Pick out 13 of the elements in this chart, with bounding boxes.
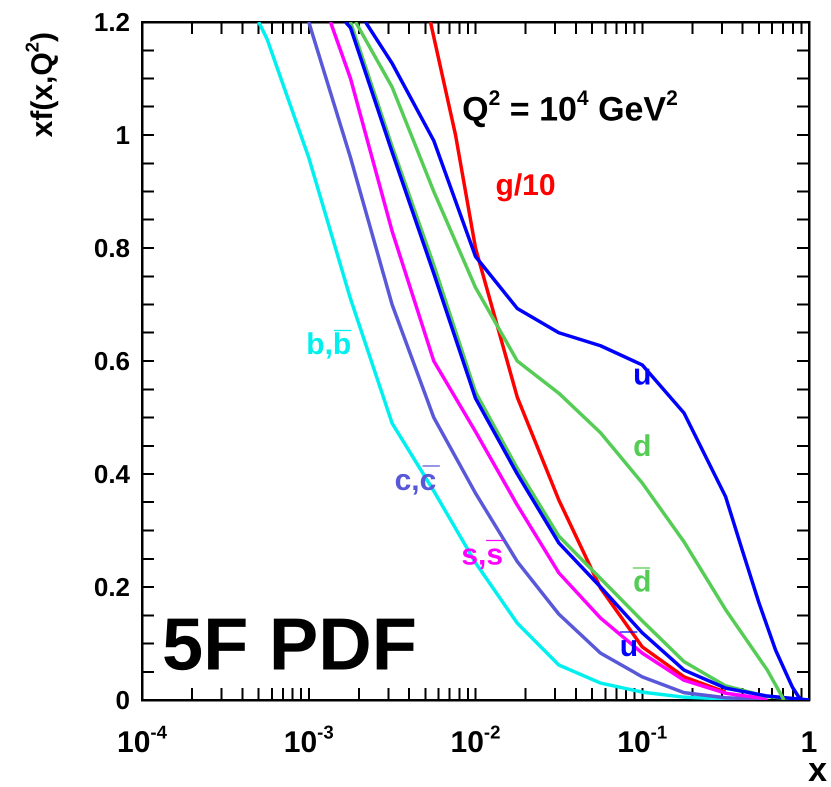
y-tick-label: 0.2	[94, 572, 130, 602]
series-label: d	[633, 430, 652, 463]
annotation: 5F PDF	[162, 602, 417, 686]
y-tick-label: 0	[116, 685, 130, 715]
y-tick-label: 1.2	[94, 7, 130, 37]
series-label: d̅	[632, 566, 652, 599]
y-tick-label: 1	[116, 120, 130, 150]
y-tick-label: 0.8	[94, 233, 130, 263]
series-label: g/10	[496, 168, 556, 202]
y-tick-label: 0.6	[94, 346, 130, 376]
series-label: b,b̅	[306, 328, 352, 362]
y-axis-title: xf(x,Q2)	[22, 32, 59, 138]
y-tick-label: 0.4	[94, 459, 131, 489]
